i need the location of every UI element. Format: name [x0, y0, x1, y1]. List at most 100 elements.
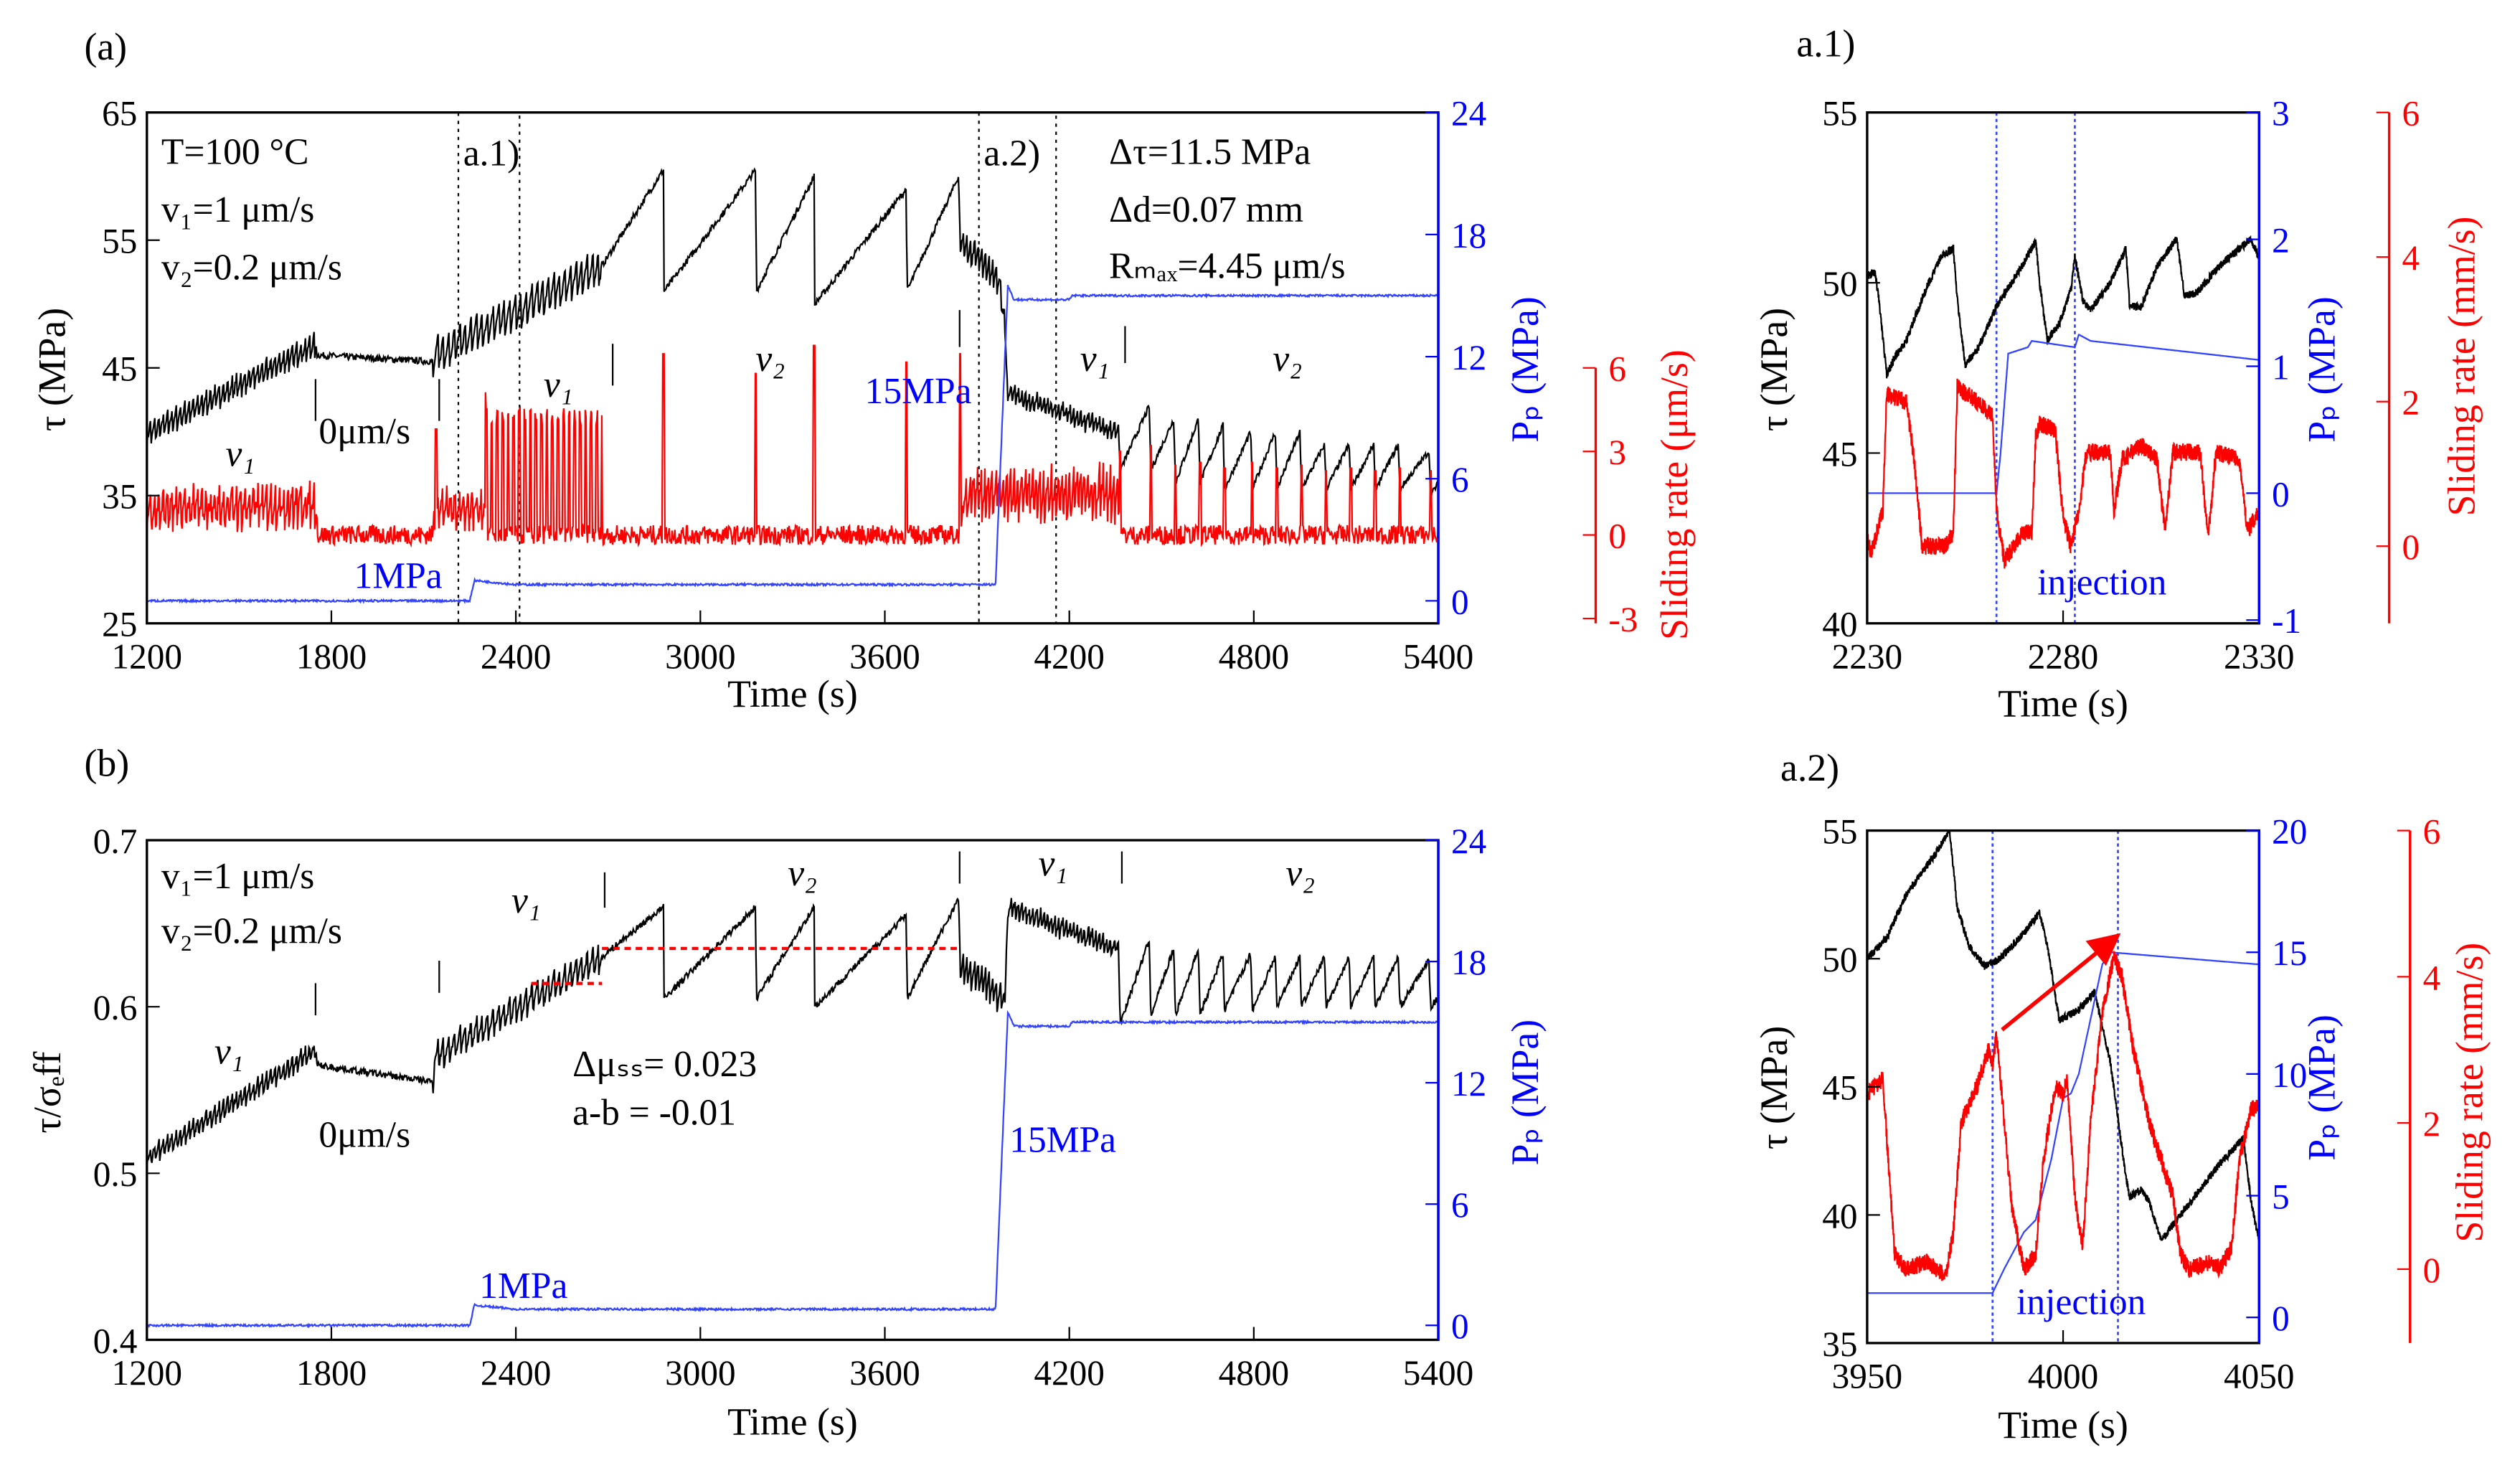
v2-label: v₂=0.2 μm/s [161, 248, 342, 288]
series-pore-pressure [146, 1009, 1439, 1329]
x-tick-label: 2230 [1832, 636, 1903, 676]
x-tick-label: 2400 [481, 636, 552, 676]
x-tick-label: 3600 [849, 1353, 920, 1393]
x-tick-label: 4200 [1034, 636, 1105, 676]
y-tick-label: 40 [1822, 1196, 1857, 1235]
v2-label: v₂=0.2 μm/s [161, 910, 342, 951]
injection-label: injection [2016, 1282, 2146, 1323]
stage-label: v₁ [1039, 843, 1068, 884]
stage-label: v₂ [788, 853, 817, 894]
pressure-1mpa-label: 1MPa [479, 1266, 567, 1307]
series-sliding-rate [1867, 951, 2260, 1281]
right-tick-label: 0 [1451, 582, 1469, 621]
x-tick-label: 5400 [1403, 1353, 1474, 1393]
zoom-region-box [457, 111, 521, 624]
inset-annotations: a.1) injection a.2) injection [1780, 22, 2166, 1322]
stage-label: v₁ [226, 433, 255, 474]
x-tick-label: 3000 [665, 1353, 736, 1393]
x-tick-label: 1800 [296, 636, 367, 676]
pressure-15mpa-label: 15MPa [865, 371, 972, 412]
right2-tick-label: 0 [2423, 1251, 2441, 1290]
y-tick-label: 55 [1822, 812, 1857, 852]
stage-label: v₂ [755, 339, 785, 380]
left-axis-label: τ (MPa) [1752, 308, 1795, 431]
stage-label: v₁ [511, 880, 541, 921]
panel-a-annotations: (a) T=100 °C v₁=1 μm/s v₂=0.2 μm/s Δτ=11… [84, 25, 1345, 597]
pressure-15mpa-label: 15MPa [1009, 1119, 1116, 1160]
right-axis-label: Pₚ (MPa) [2300, 1015, 2343, 1161]
series-shear-stress [1867, 830, 2260, 1243]
right-tick-label: 6 [1451, 1185, 1469, 1225]
x-axis-label: Time (s) [727, 1401, 858, 1444]
series-sliding-rate [146, 344, 1439, 548]
x-tick-label: 3000 [665, 636, 736, 676]
right2-tick-label: 4 [2402, 238, 2420, 278]
right-tick-label: 18 [1451, 943, 1486, 982]
left-axis-label: τ (MPa) [31, 308, 74, 431]
stage-label: v₂ [1285, 853, 1315, 894]
panel-b-title: (b) [84, 742, 129, 785]
y-tick-label: 55 [1822, 94, 1857, 133]
right2-tick-label: 0 [2402, 527, 2420, 567]
x-tick-label: 4050 [2224, 1357, 2294, 1396]
left-axis-label: τ/σₑff [26, 1051, 69, 1133]
series-pore-pressure [1867, 951, 2260, 1294]
x-tick-label: 4800 [1219, 1353, 1290, 1393]
right-tick-label: 5 [2272, 1177, 2290, 1216]
right2-axis-label: Sliding rate (mm/s) [2448, 943, 2491, 1243]
right2-axis-label: Sliding rate (mm/s) [2440, 217, 2483, 517]
x-tick-label: 3950 [1832, 1357, 1903, 1396]
right-tick-label: 1 [2272, 347, 2290, 387]
right-tick-label: 10 [2272, 1055, 2307, 1095]
y-tick-label: 0.7 [93, 822, 138, 861]
y-tick-label: 0.4 [93, 1321, 138, 1360]
right-tick-label: 0 [2272, 1299, 2290, 1338]
series-shear-stress [146, 167, 1439, 499]
right-axis-label: Pₚ (MPa) [1504, 1020, 1547, 1166]
temperature-label: T=100 °C [161, 131, 309, 172]
y-tick-label: 35 [102, 477, 137, 517]
x-tick-label: 4000 [2028, 1357, 2099, 1396]
y-tick-label: 55 [102, 222, 137, 261]
y-tick-label: 45 [102, 349, 137, 389]
y-tick-label: 0.5 [93, 1154, 138, 1194]
x-axis-label: Time (s) [1998, 1403, 2128, 1446]
right-tick-label: 24 [1451, 822, 1486, 861]
right-axis-label: Pₚ (MPa) [2300, 296, 2343, 443]
y-tick-label: 50 [1822, 264, 1857, 303]
y-tick-label: 25 [102, 605, 137, 644]
right-tick-label: 20 [2272, 812, 2307, 852]
x-tick-label: 2280 [2028, 636, 2099, 676]
right2-tick-label: 6 [2402, 94, 2420, 133]
stage-label: v₁ [544, 364, 573, 405]
right2-tick-label: 2 [2402, 383, 2420, 423]
trend-arrow [2001, 933, 2121, 1032]
y-tick-label: 45 [1822, 434, 1857, 474]
right2-tick-label: 6 [1608, 349, 1626, 389]
stage-label: v₁ [214, 1031, 244, 1072]
stage-label: v₁ [1080, 339, 1110, 380]
right2-axis-label: Sliding rate (μm/s) [1653, 349, 1696, 640]
y-tick-label: 50 [1822, 940, 1857, 979]
x-tick-label: 2330 [2224, 636, 2294, 676]
x-tick-label: 1800 [296, 1353, 367, 1393]
right-tick-label: 18 [1451, 216, 1486, 255]
delta-d-label: Δd=0.07 mm [1109, 189, 1303, 230]
x-tick-label: 2400 [481, 1353, 552, 1393]
x-tick-label: 3600 [849, 636, 920, 676]
panel-a2-title: a.2) [1780, 746, 1839, 789]
chart-a: a.1) a.2)1200 1800 2400 3000 3600 4200 4800 5400… [31, 94, 1696, 716]
x-tick-label: 4800 [1219, 636, 1290, 676]
x-tick-label: 4200 [1034, 1353, 1105, 1393]
panel-a1-title: a.1) [1796, 22, 1855, 65]
stage-label: 0μm/s [318, 411, 410, 452]
right-tick-label: 24 [1451, 94, 1486, 133]
delta-tau-label: Δτ=11.5 MPa [1109, 131, 1311, 172]
right-tick-label: 0 [1451, 1307, 1469, 1346]
stage-label: v₂ [1273, 339, 1302, 380]
right2-tick-label: 3 [1608, 433, 1626, 472]
right-tick-label: -1 [2272, 601, 2301, 641]
x-tick-label: 1200 [112, 636, 182, 676]
